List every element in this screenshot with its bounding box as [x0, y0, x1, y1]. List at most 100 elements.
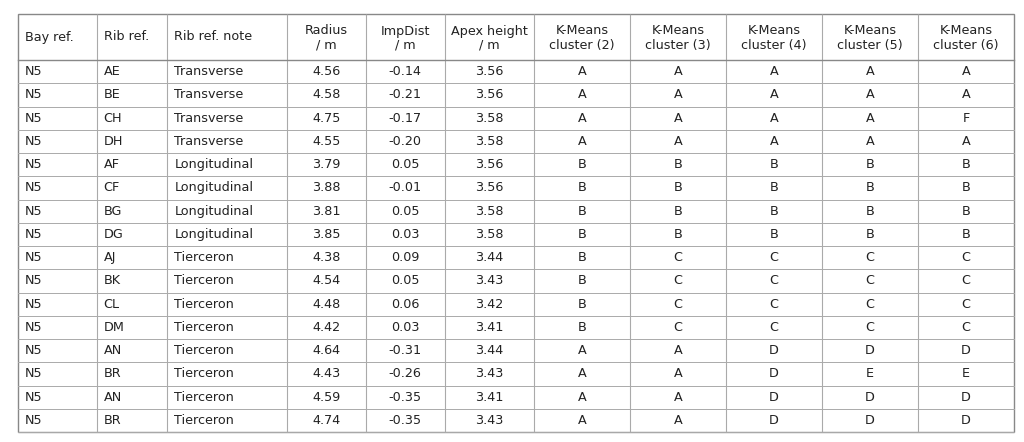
Text: K-Means: K-Means: [651, 24, 705, 38]
Text: 3.88: 3.88: [312, 181, 341, 194]
Text: B: B: [578, 158, 587, 171]
Text: -0.35: -0.35: [389, 391, 422, 404]
Text: B: B: [578, 321, 587, 334]
Text: B: B: [962, 228, 971, 241]
Text: A: A: [962, 88, 971, 101]
Text: A: A: [578, 391, 587, 404]
Text: 4.58: 4.58: [312, 88, 341, 101]
Text: AJ: AJ: [103, 251, 116, 264]
Text: A: A: [865, 88, 874, 101]
Text: K-Means: K-Means: [555, 24, 608, 38]
Text: D: D: [962, 344, 971, 357]
Text: A: A: [865, 112, 874, 125]
Text: D: D: [769, 344, 779, 357]
Text: B: B: [962, 181, 971, 194]
Text: AN: AN: [103, 391, 122, 404]
Text: 0.06: 0.06: [391, 297, 420, 311]
Text: B: B: [770, 158, 778, 171]
Text: A: A: [578, 88, 587, 101]
Text: K-Means: K-Means: [939, 24, 992, 38]
Text: cluster (5): cluster (5): [838, 38, 903, 52]
Text: cluster (6): cluster (6): [933, 38, 998, 52]
Text: 3.85: 3.85: [312, 228, 341, 241]
Text: Tierceron: Tierceron: [174, 367, 234, 381]
Text: E: E: [962, 367, 970, 381]
Text: 4.43: 4.43: [312, 367, 341, 381]
Text: 3.58: 3.58: [475, 205, 504, 217]
Text: Transverse: Transverse: [174, 65, 244, 78]
Text: A: A: [865, 135, 874, 148]
Text: B: B: [578, 205, 587, 217]
Text: 4.42: 4.42: [312, 321, 341, 334]
Text: Transverse: Transverse: [174, 112, 244, 125]
Text: A: A: [674, 344, 682, 357]
Text: B: B: [770, 205, 778, 217]
Text: 3.42: 3.42: [475, 297, 504, 311]
Text: C: C: [865, 297, 874, 311]
Text: 0.03: 0.03: [391, 321, 420, 334]
Text: B: B: [770, 228, 778, 241]
Text: / m: / m: [316, 38, 337, 52]
Text: C: C: [769, 321, 778, 334]
Text: N5: N5: [25, 251, 43, 264]
Text: 3.56: 3.56: [475, 88, 504, 101]
Text: A: A: [674, 112, 682, 125]
Text: A: A: [770, 65, 778, 78]
Text: N5: N5: [25, 391, 43, 404]
Text: AF: AF: [103, 158, 120, 171]
Text: 3.44: 3.44: [475, 344, 504, 357]
Text: -0.14: -0.14: [389, 65, 422, 78]
Text: A: A: [578, 367, 587, 381]
Text: BR: BR: [103, 367, 121, 381]
Text: C: C: [962, 251, 971, 264]
Text: -0.26: -0.26: [389, 367, 422, 381]
Text: C: C: [865, 321, 874, 334]
Text: A: A: [770, 88, 778, 101]
Text: D: D: [865, 414, 874, 427]
Text: B: B: [674, 205, 682, 217]
Text: Transverse: Transverse: [174, 135, 244, 148]
Text: N5: N5: [25, 88, 43, 101]
Text: A: A: [578, 414, 587, 427]
Text: cluster (2): cluster (2): [549, 38, 614, 52]
Text: A: A: [578, 344, 587, 357]
Text: Tierceron: Tierceron: [174, 344, 234, 357]
Text: 0.09: 0.09: [391, 251, 420, 264]
Text: BG: BG: [103, 205, 122, 217]
Text: B: B: [962, 205, 971, 217]
Text: K-Means: K-Means: [844, 24, 897, 38]
Text: BK: BK: [103, 274, 121, 287]
Text: Longitudinal: Longitudinal: [174, 205, 254, 217]
Text: 4.64: 4.64: [312, 344, 341, 357]
Text: cluster (4): cluster (4): [741, 38, 807, 52]
Text: Tierceron: Tierceron: [174, 297, 234, 311]
Text: 4.74: 4.74: [312, 414, 341, 427]
Text: C: C: [962, 321, 971, 334]
Text: A: A: [674, 65, 682, 78]
Text: BR: BR: [103, 414, 121, 427]
Text: C: C: [962, 297, 971, 311]
Text: -0.17: -0.17: [389, 112, 422, 125]
Text: 4.55: 4.55: [312, 135, 341, 148]
Text: C: C: [962, 274, 971, 287]
Text: B: B: [578, 297, 587, 311]
Text: CL: CL: [103, 297, 120, 311]
Text: 3.41: 3.41: [475, 391, 504, 404]
Text: N5: N5: [25, 65, 43, 78]
Text: B: B: [865, 228, 874, 241]
Text: B: B: [578, 228, 587, 241]
Text: N5: N5: [25, 135, 43, 148]
Text: N5: N5: [25, 181, 43, 194]
Text: A: A: [962, 135, 971, 148]
Text: Longitudinal: Longitudinal: [174, 228, 254, 241]
Text: 3.44: 3.44: [475, 251, 504, 264]
Text: 4.48: 4.48: [312, 297, 341, 311]
Text: 3.56: 3.56: [475, 65, 504, 78]
Text: -0.31: -0.31: [389, 344, 422, 357]
Text: A: A: [578, 65, 587, 78]
Text: -0.35: -0.35: [389, 414, 422, 427]
Text: 4.56: 4.56: [312, 65, 341, 78]
Text: A: A: [674, 391, 682, 404]
Text: 4.38: 4.38: [312, 251, 341, 264]
Text: 3.43: 3.43: [475, 367, 504, 381]
